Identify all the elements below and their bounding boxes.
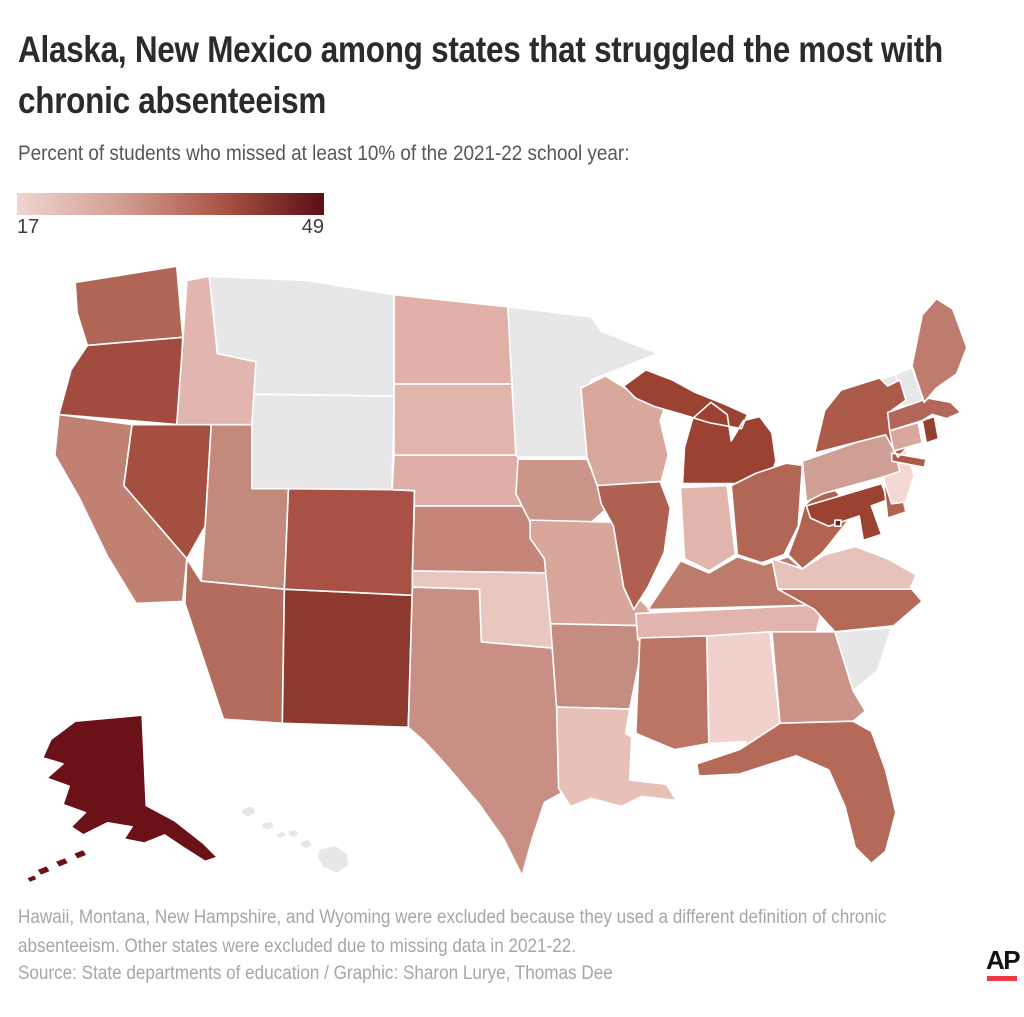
state-wy: Wyoming — [251, 393, 395, 491]
state-nd: North Dakota 22 — [393, 293, 513, 385]
source-line: Source: State departments of education /… — [18, 963, 613, 984]
legend-gradient-bar — [17, 193, 324, 215]
state-or: Oregon 34 — [58, 336, 184, 426]
state-ri: Rhode Island 34 — [921, 415, 940, 444]
state-co: Colorado 34 — [283, 487, 416, 597]
state-dc: District of Columbia 48 — [834, 519, 842, 528]
ap-logo-underline — [987, 976, 1017, 981]
state-ak: Alaska 49 — [25, 714, 219, 884]
state-mi: Michigan 38 — [622, 369, 777, 485]
state-hi: Hawaii — [239, 804, 351, 875]
legend-min-label: 17 — [17, 216, 40, 238]
page-title: Alaska, New Mexico among states that str… — [18, 29, 943, 121]
legend-max-label: 49 — [301, 216, 324, 238]
ap-logo: AP — [986, 945, 1021, 981]
state-in: Indiana 22 — [679, 484, 737, 572]
state-tx: Texas 26 — [407, 586, 564, 877]
state-il: Illinois 31 — [596, 480, 672, 611]
us-map-svg: MontanaWyomingMinnesotaVermontNew Hampsh… — [25, 265, 968, 884]
state-wa: Washington 30 — [74, 265, 184, 347]
state-va: Virginia 21 — [771, 545, 917, 590]
footnote: Hawaii, Montana, New Hampshire, and Wyom… — [18, 907, 887, 957]
chart-subtitle: Percent of students who missed at least … — [18, 142, 630, 165]
us-choropleth-map: MontanaWyomingMinnesotaVermontNew Hampsh… — [20, 252, 1020, 902]
state-sd: South Dakota 22 — [393, 383, 517, 456]
ap-logo-text: AP — [986, 945, 1021, 975]
state-id: Idaho 21 — [175, 275, 257, 426]
state-ar: Arkansas 26 — [549, 622, 649, 710]
state-me: Maine 28 — [911, 297, 968, 404]
color-legend: 17 49 — [17, 193, 324, 239]
state-la: Louisiana 19 — [555, 706, 678, 808]
state-ma: Massachusetts 30 — [886, 397, 962, 432]
legend-labels: 17 49 — [17, 216, 324, 239]
state-ms: Mississippi 28 — [634, 635, 710, 751]
state-fl: Florida 31 — [695, 720, 897, 865]
state-nm: New Mexico 40 — [281, 588, 414, 729]
